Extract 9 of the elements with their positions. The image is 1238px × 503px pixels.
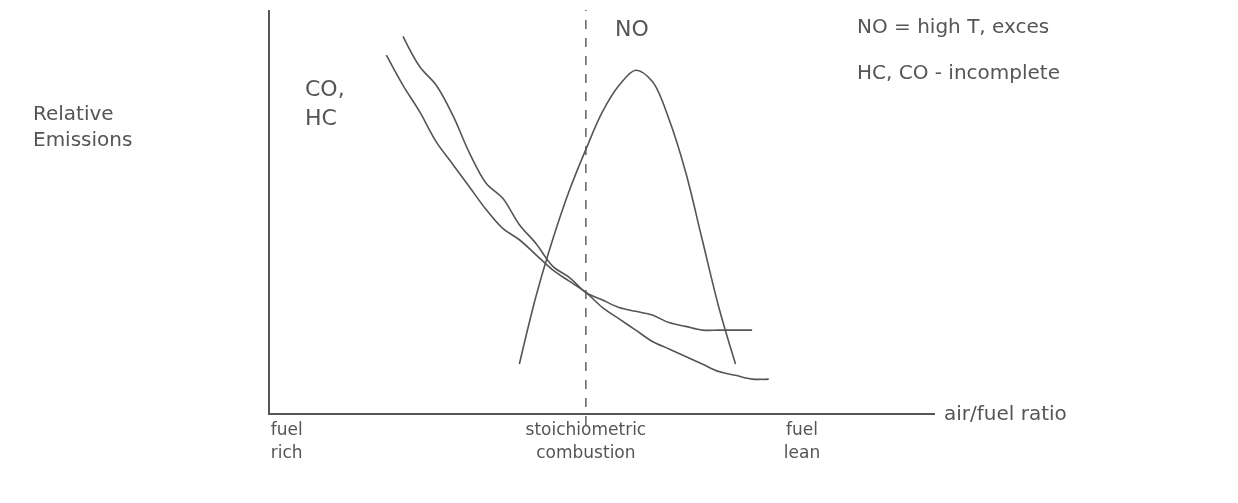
annotation: CO, HC: [305, 76, 345, 130]
x-axis-title: air/fuel ratio: [944, 401, 1067, 425]
annotation: NO = high T, exces: [857, 14, 1050, 38]
text: Relative Emissions: [33, 101, 133, 151]
x-tick-label: fuel lean: [783, 419, 821, 462]
annotation: HC, CO - incomplete: [857, 60, 1061, 84]
x-tick-label: stoichiometric combustion: [525, 419, 647, 462]
x-tick-label: fuel rich: [270, 419, 303, 462]
annotation: NO: [615, 16, 649, 41]
